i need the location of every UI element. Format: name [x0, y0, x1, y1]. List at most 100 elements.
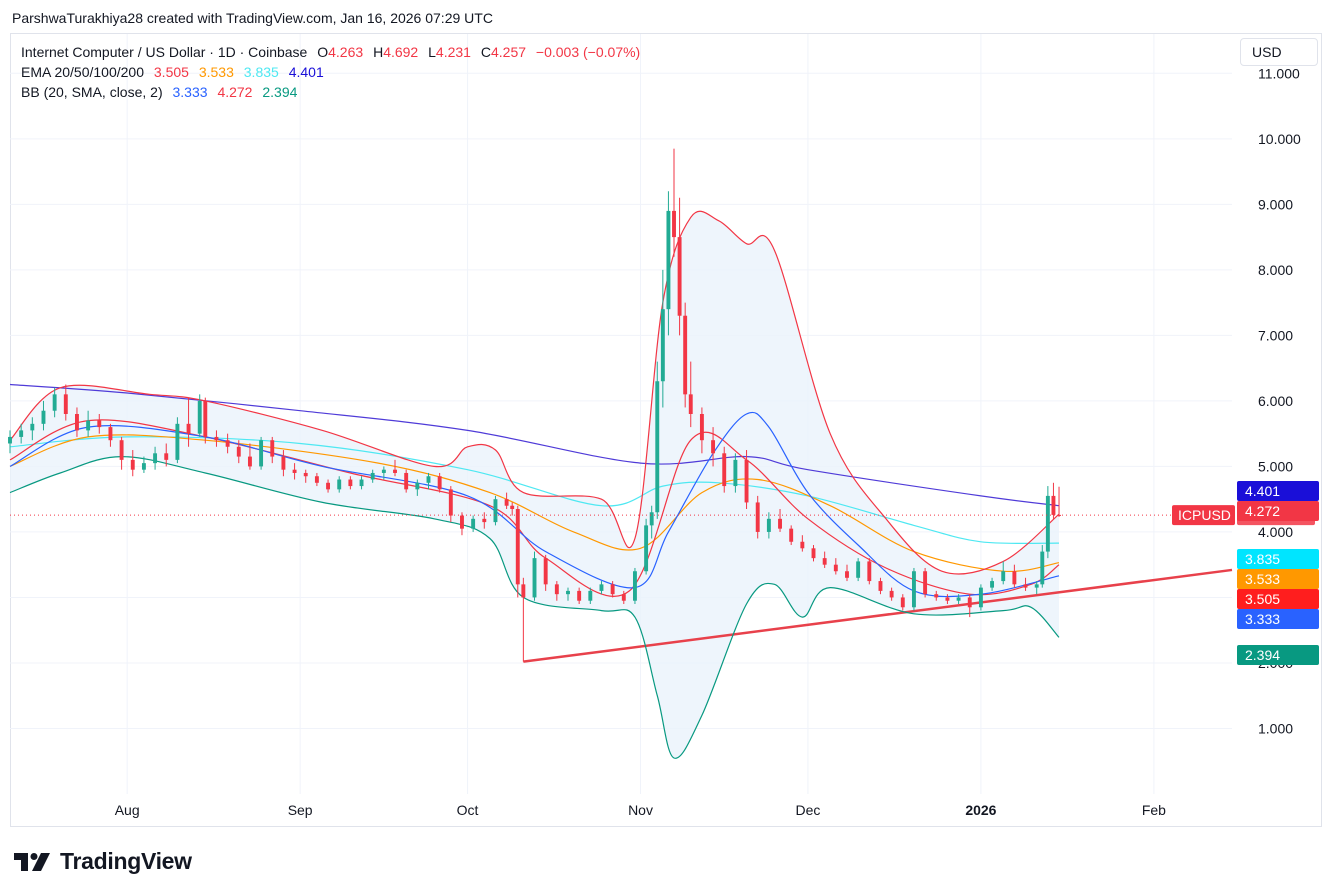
candle[interactable]: [878, 577, 883, 595]
candle[interactable]: [292, 463, 297, 480]
candle[interactable]: [1051, 482, 1056, 519]
candle[interactable]: [867, 558, 872, 585]
candle[interactable]: [8, 430, 12, 454]
candle[interactable]: [370, 469, 375, 483]
candle[interactable]: [945, 594, 950, 604]
candle[interactable]: [911, 567, 916, 611]
candle[interactable]: [460, 512, 464, 536]
candle[interactable]: [197, 394, 202, 437]
candle[interactable]: [923, 567, 928, 598]
candle[interactable]: [348, 476, 353, 490]
candle[interactable]: [41, 400, 46, 431]
candle[interactable]: [203, 397, 208, 444]
candle[interactable]: [521, 577, 526, 662]
candle[interactable]: [554, 581, 559, 601]
candle[interactable]: [644, 518, 649, 575]
candle[interactable]: [393, 459, 397, 477]
candle[interactable]: [381, 466, 386, 480]
candle[interactable]: [833, 558, 838, 575]
candle[interactable]: [337, 476, 342, 493]
candle[interactable]: [666, 191, 671, 336]
candle[interactable]: [30, 417, 35, 441]
candle[interactable]: [270, 436, 275, 464]
candle[interactable]: [1001, 561, 1006, 585]
candle[interactable]: [236, 440, 241, 464]
candle[interactable]: [247, 443, 252, 470]
candle[interactable]: [164, 443, 169, 467]
candle[interactable]: [326, 479, 331, 493]
candle[interactable]: [153, 446, 158, 470]
candle[interactable]: [448, 486, 453, 523]
candle[interactable]: [63, 384, 68, 421]
candle[interactable]: [426, 472, 431, 490]
candle[interactable]: [621, 590, 626, 604]
candle[interactable]: [990, 577, 995, 591]
candle[interactable]: [655, 361, 660, 519]
candle[interactable]: [510, 502, 515, 516]
candle[interactable]: [141, 456, 146, 473]
candle[interactable]: [186, 397, 191, 447]
candle[interactable]: [632, 567, 637, 604]
bb-label[interactable]: BB (20, SMA, close, 2): [21, 84, 163, 100]
candle[interactable]: [259, 436, 264, 470]
candle[interactable]: [543, 554, 548, 591]
candle[interactable]: [856, 558, 861, 582]
candle[interactable]: [599, 581, 604, 595]
support-trendline[interactable]: [523, 568, 1233, 663]
candle[interactable]: [359, 476, 364, 490]
candle[interactable]: [214, 430, 219, 447]
candle[interactable]: [778, 509, 782, 532]
candle[interactable]: [119, 436, 124, 470]
candle[interactable]: [889, 587, 894, 601]
candle[interactable]: [577, 587, 582, 604]
candle[interactable]: [566, 587, 570, 601]
candle[interactable]: [1045, 486, 1050, 559]
candle[interactable]: [722, 446, 727, 493]
bb-lower-line[interactable]: [9, 455, 1060, 759]
candle[interactable]: [1023, 577, 1028, 591]
candle[interactable]: [281, 450, 286, 477]
candle[interactable]: [934, 590, 939, 601]
candle[interactable]: [588, 587, 593, 604]
candle[interactable]: [755, 495, 760, 539]
candle[interactable]: [733, 453, 738, 493]
candle[interactable]: [699, 407, 704, 454]
candle[interactable]: [471, 515, 476, 532]
candle[interactable]: [19, 423, 24, 444]
candle[interactable]: [415, 479, 420, 496]
candle[interactable]: [1040, 545, 1045, 588]
candle[interactable]: [978, 584, 983, 611]
candle[interactable]: [1034, 581, 1039, 595]
currency-button[interactable]: USD: [1240, 38, 1318, 66]
ema200-line[interactable]: [9, 383, 1060, 507]
candle[interactable]: [515, 505, 520, 598]
candle[interactable]: [683, 302, 688, 408]
candle[interactable]: [688, 361, 693, 428]
candle[interactable]: [744, 450, 749, 509]
candle[interactable]: [800, 535, 805, 552]
symbol-description[interactable]: Internet Computer / US Dollar · 1D · Coi…: [21, 44, 308, 60]
candle[interactable]: [766, 512, 771, 539]
candle[interactable]: [482, 512, 487, 529]
candle[interactable]: [660, 269, 665, 408]
candle[interactable]: [303, 469, 308, 483]
candle[interactable]: [967, 594, 972, 618]
candle[interactable]: [97, 414, 102, 434]
candle[interactable]: [822, 551, 827, 568]
candle[interactable]: [86, 410, 91, 437]
candle[interactable]: [711, 427, 716, 467]
candle[interactable]: [845, 564, 849, 582]
candle[interactable]: [108, 423, 113, 447]
candle[interactable]: [130, 450, 135, 477]
candle[interactable]: [789, 525, 794, 546]
candle[interactable]: [493, 495, 498, 526]
candle[interactable]: [672, 148, 676, 257]
ema-label[interactable]: EMA 20/50/100/200: [21, 64, 144, 80]
candle[interactable]: [532, 551, 537, 601]
candle[interactable]: [75, 407, 79, 437]
candle[interactable]: [677, 197, 682, 336]
candle[interactable]: [404, 469, 409, 493]
bb-upper-line[interactable]: [9, 210, 1060, 575]
candle[interactable]: [956, 594, 961, 604]
